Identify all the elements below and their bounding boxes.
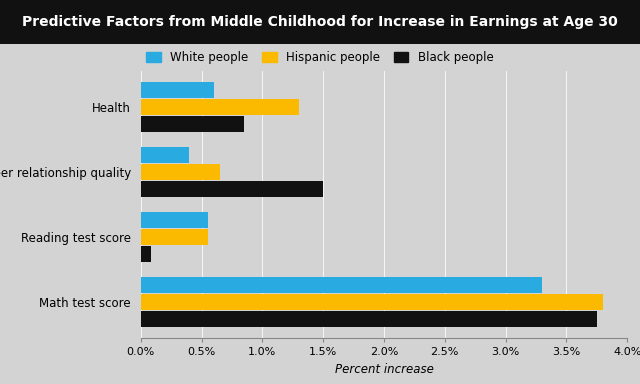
Bar (141, 246, 150, 262)
Text: Predictive Factors from Middle Childhood for Increase in Earnings at Age 30: Predictive Factors from Middle Childhood… (22, 15, 618, 29)
Bar (141, 212, 207, 228)
Bar (141, 229, 207, 245)
Bar (141, 116, 244, 132)
Bar (141, 82, 214, 98)
Legend: White people, Hispanic people, Black people: White people, Hispanic people, Black peo… (144, 49, 496, 66)
Bar (141, 99, 299, 115)
Bar (141, 147, 189, 163)
X-axis label: Percent increase: Percent increase (335, 362, 433, 376)
Bar (141, 181, 323, 197)
Bar (141, 294, 603, 310)
Bar (141, 311, 597, 327)
Bar (141, 164, 220, 180)
Bar (141, 277, 542, 293)
